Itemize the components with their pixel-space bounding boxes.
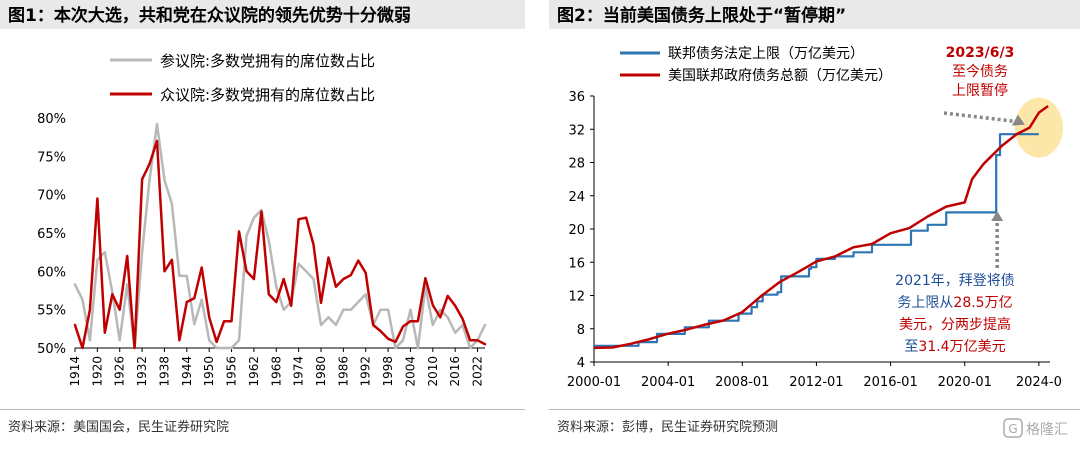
chart2-ytick-label: 12 (568, 290, 585, 305)
chart2-annotation-raise-text: 至31.4万亿美元 (904, 339, 1005, 355)
chart2-ytick-label: 24 (568, 190, 585, 205)
chart1-legend-label: 众议院:多数党拥有的席位数占比 (160, 86, 375, 104)
chart1-xtick-label: 2004 (403, 356, 417, 387)
chart1-xtick-label: 2022 (471, 356, 485, 387)
chart2-ytick-label: 28 (568, 157, 585, 172)
chart2-annotation-pause-text: 2023/6/3 (946, 45, 1015, 61)
chart2-arrow-raise-head (991, 211, 1004, 222)
chart1-xtick-label: 1926 (113, 356, 127, 387)
chart2-legend-label: 联邦债务法定上限（万亿美元） (668, 46, 864, 62)
chart1-xtick-label: 1932 (135, 356, 149, 387)
chart2-annotation-segment: 美元，分两步提高 (899, 316, 1011, 333)
chart1-series-senate-line (73, 122, 487, 350)
watermark-logo-letter: G (1008, 422, 1017, 436)
chart2-annotation-raise-text: 2021年，拜登将债 (895, 273, 1015, 289)
chart2-annotation-segment: 28.5万亿 (953, 295, 1012, 311)
chart1-xtick-label: 1962 (247, 356, 261, 387)
chart2-xtick-label: 2020-01 (938, 375, 992, 390)
chart2-ytick-label: 8 (577, 323, 585, 338)
chart2-annotation-pause-text: 上限暂停 (952, 82, 1008, 99)
chart1-xtick-label: 1938 (157, 356, 171, 387)
chart1-ytick-label: 65% (37, 227, 66, 242)
chart1-ytick-label: 75% (37, 150, 66, 165)
chart1-ytick-label: 50% (37, 342, 66, 357)
chart2-annotation-segment: 2021年，拜登将债 (895, 273, 1015, 289)
chart1-xtick-label: 1944 (180, 356, 194, 387)
chart2-ytick-label: 36 (568, 90, 585, 105)
chart1-xtick-label: 1998 (381, 356, 395, 387)
chart2: 4 8 12 16 20 24 28 32 36 2000-01 2004-01 2008-01 201… (567, 45, 1063, 390)
chart1-source: 资料来源：美国国会，民生证券研究院 (8, 419, 229, 435)
chart2-ytick-label: 32 (568, 123, 585, 138)
watermark-text: 格隆汇 (1026, 422, 1068, 438)
chart2-title-bar (549, 0, 1080, 29)
chart2-ytick-label: 16 (568, 256, 585, 271)
chart1-ytick-label: 55% (37, 304, 66, 319)
chart2-xtick-label: 2024-0 (1016, 375, 1062, 390)
chart1-xtick-label: 1992 (359, 356, 373, 387)
chart1-xtick-label: 1920 (90, 356, 104, 387)
chart1-title-bar (0, 0, 525, 29)
chart2-xtick-label: 2008-01 (715, 375, 769, 390)
chart2-ytick-label: 4 (577, 356, 585, 371)
chart2-highlight-ellipse (1014, 97, 1063, 158)
chart2-xtick-label: 2000-01 (567, 375, 621, 390)
chart1-xtick-label: 2016 (448, 356, 462, 387)
chart2-legend-label: 美国联邦政府债务总额（万亿美元） (668, 68, 892, 84)
chart1: 50% 55% 60% 65% 70% 75% 80% 1914 1920 1926 1932 193… (37, 52, 487, 387)
chart2-annotation-raise-text: 美元，分两步提高 (899, 316, 1011, 333)
chart1-ytick-label: 60% (37, 265, 66, 280)
chart2-annotation-segment: 至 (904, 339, 918, 355)
chart1-xtick-label: 1914 (68, 356, 82, 387)
chart1-title: 图1：本次大选，共和党在众议院的领先优势十分微弱 (8, 5, 411, 26)
chart1-xtick-label: 1980 (314, 356, 328, 387)
chart2-xtick-label: 2012-01 (789, 375, 843, 390)
chart1-xtick-label: 2010 (426, 356, 440, 387)
chart1-xtick-label: 1950 (202, 356, 216, 387)
chart2-xtick-label: 2004-01 (641, 375, 695, 390)
chart2-annotation-pause-text: 至今债务 (952, 64, 1008, 80)
chart1-series-house-line (73, 139, 487, 350)
chart1-legend-label: 参议院:多数党拥有的席位数占比 (160, 52, 375, 70)
chart2-ytick-label: 20 (568, 223, 585, 238)
chart1-ytick-label: 70% (37, 189, 66, 204)
chart2-annotation-raise-text: 务上限从28.5万亿 (897, 295, 1012, 311)
watermark-logo-icon (1003, 418, 1023, 438)
chart2-arrow-pause (943, 111, 1018, 124)
chart2-series-total-debt-line (593, 104, 1049, 350)
chart1-xtick-label: 1986 (336, 356, 350, 387)
chart2-series-debt-ceiling-line (594, 133, 1039, 347)
chart2-arrow-pause-head (1011, 114, 1025, 126)
chart2-source: 资料来源：彭博，民生证券研究院预测 (557, 419, 778, 435)
chart1-ytick-label: 80% (37, 112, 66, 127)
chart2-annotation-segment: 31.4万亿美元 (918, 339, 1005, 355)
chart1-xtick-label: 1956 (225, 356, 239, 387)
chart1-xtick-label: 1974 (292, 356, 306, 387)
chart2-annotation-segment: 务上限从 (897, 295, 953, 311)
watermark: G 格隆汇 (1003, 418, 1068, 438)
chart1-xtick-label: 1968 (269, 356, 283, 387)
chart2-xtick-label: 2016-01 (863, 375, 917, 390)
chart2-title: 图2：当前美国债务上限处于“暂停期” (557, 5, 846, 26)
